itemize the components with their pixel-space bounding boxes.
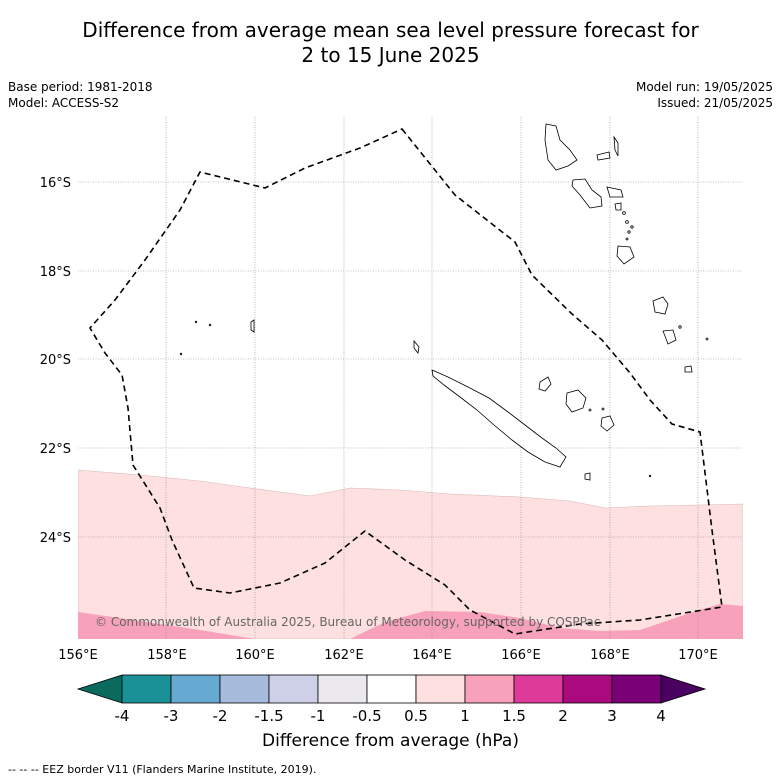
colorbar-tick-label: -2 [213,707,228,725]
colorbar-title: Difference from average (hPa) [262,731,519,751]
lat-label: 16°S [40,176,71,191]
chesterfield-islands [250,319,255,333]
colorbar-tick-label: 3 [607,707,617,725]
graticule [78,117,743,639]
vanuatu-efate [616,245,635,265]
islet [208,323,212,327]
title-line-2: 2 to 15 June 2025 [301,43,480,67]
colorbar-tick-label: 4 [656,707,666,725]
colorbar-segment [464,674,515,704]
longitude-labels: 156°E 158°E 160°E 162°E 164°E 166°E 168°… [58,648,718,663]
vanuatu-tanna [662,329,677,345]
colorbar: -4 -3 -2 -1.5 -1 -0.5 0.5 1 1.5 2 3 4 [76,674,707,725]
eez-border [89,128,723,635]
vanuatu-aneityum [684,365,693,373]
model-name: Model: ACCESS-S2 [8,96,120,110]
loyalty-island-ouvea [538,376,552,392]
lat-label: 18°S [40,265,71,280]
vanuatu-ambrym [606,186,624,198]
lat-label: 20°S [40,353,71,368]
loyalty-island-lifou [565,389,587,413]
vanuatu-erromango [652,296,669,315]
lon-label: 162°E [324,648,364,663]
islet [648,474,652,478]
base-period: Base period: 1981-2018 [8,80,153,94]
title-line-1: Difference from average mean sea level p… [82,18,699,42]
lon-label: 160°E [235,648,275,663]
islet [601,407,605,411]
vanuatu-espiritu-santo [544,123,578,171]
lat-label: 22°S [40,442,71,457]
isle-of-pines [584,472,591,481]
belep-islands [413,339,420,354]
colorbar-segment [219,674,270,704]
colorbar-tick-label: 1.5 [502,707,526,725]
colorbar-segment [121,674,172,704]
colorbar-tick-label: 2 [558,707,568,725]
lon-label: 168°E [590,648,630,663]
vanuatu-pentecost-north [596,151,611,161]
copyright-notice: © Commonwealth of Australia 2025, Bureau… [95,615,600,629]
new-caledonia-main-island [431,369,567,468]
lon-label: 166°E [501,648,541,663]
islet [622,211,626,215]
colorbar-segment [611,674,662,704]
lon-label: 164°E [412,648,452,663]
colorbar-extend-high [660,674,707,704]
coastlines [179,123,709,481]
colorbar-tick-label: -3 [164,707,179,725]
colorbar-segment [562,674,613,704]
colorbar-tick-label: -4 [115,707,130,725]
islet [678,325,682,329]
islet [627,230,631,234]
colorbar-tick-label: 1 [460,707,470,725]
islet [179,352,183,356]
colorbar-segment [268,674,319,704]
lon-label: 158°E [147,648,187,663]
colorbar-segment [415,674,466,704]
latitude-labels: 16°S 18°S 20°S 22°S 24°S [40,176,71,546]
loyalty-island-mare [600,415,615,432]
colorbar-segment [366,674,417,704]
colorbar-segment [513,674,564,704]
islet [194,320,198,324]
colorbar-tick-label: -0.5 [352,707,381,725]
anomaly-band-0.5-1 [78,469,743,639]
colorbar-segment [170,674,221,704]
eez-legend-note: -- -- -- EEZ border V11 (Flanders Marine… [8,763,317,776]
islet [625,220,629,224]
lat-label: 24°S [40,531,71,546]
anomaly-band-1-1.5-west [78,612,255,639]
colorbar-segment [317,674,368,704]
islet [705,337,709,341]
islet [625,237,629,241]
colorbar-extend-low [76,674,123,704]
islet [588,408,592,412]
islet [630,225,634,229]
colorbar-tick-label: -1 [311,707,326,725]
vanuatu-epi [614,202,622,211]
anomaly-band-1-1.5-east [350,604,743,639]
lon-label: 170°E [678,648,718,663]
model-run: Model run: 19/05/2025 [635,80,773,94]
issued-date: Issued: 21/05/2025 [657,96,773,110]
vanuatu-maewo [613,135,619,157]
colorbar-tick-label: 0.5 [404,707,428,725]
map-area: © Commonwealth of Australia 2025, Bureau… [78,117,743,639]
vanuatu-malakula [571,178,603,209]
lon-label: 156°E [58,648,98,663]
colorbar-tick-label: -1.5 [254,707,283,725]
